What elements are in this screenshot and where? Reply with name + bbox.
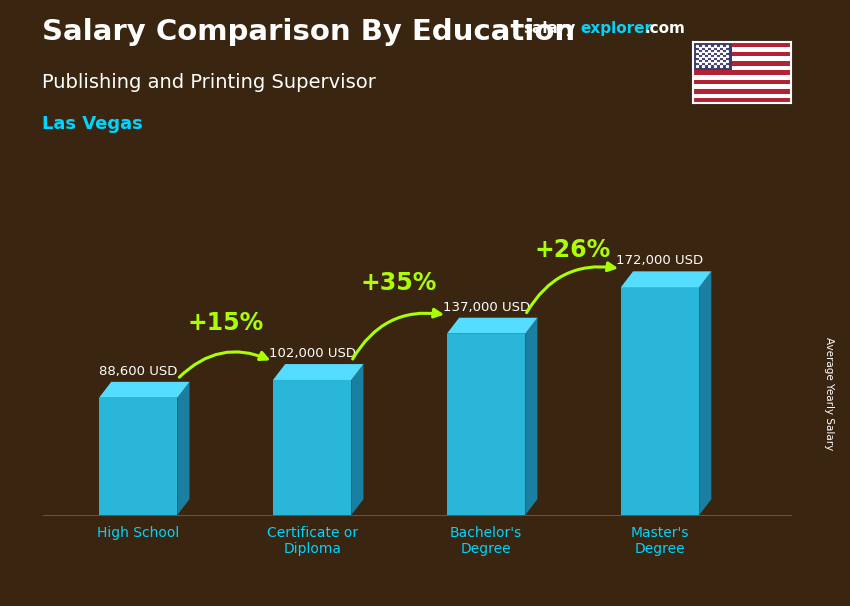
Polygon shape [178, 382, 190, 515]
Bar [447, 334, 525, 515]
Bar [693, 84, 791, 89]
Text: +26%: +26% [535, 238, 611, 262]
Bar [693, 65, 791, 70]
Text: Average Yearly Salary: Average Yearly Salary [824, 338, 834, 450]
Bar [693, 80, 791, 84]
FancyArrowPatch shape [527, 263, 615, 313]
Text: +15%: +15% [187, 311, 264, 335]
Polygon shape [447, 318, 537, 334]
Text: 137,000 USD: 137,000 USD [443, 301, 530, 314]
Polygon shape [620, 271, 711, 287]
Bar [693, 47, 791, 52]
Bar [693, 98, 791, 103]
Polygon shape [99, 382, 190, 398]
Bar [693, 52, 791, 56]
Bar [273, 380, 351, 515]
Text: salary: salary [523, 21, 575, 36]
Bar [693, 89, 791, 94]
FancyArrowPatch shape [179, 352, 267, 377]
Bar [620, 287, 700, 515]
Text: 172,000 USD: 172,000 USD [616, 255, 704, 267]
Text: 102,000 USD: 102,000 USD [269, 347, 355, 360]
Polygon shape [273, 364, 364, 380]
Text: Publishing and Printing Supervisor: Publishing and Printing Supervisor [42, 73, 377, 92]
Text: Salary Comparison By Education: Salary Comparison By Education [42, 18, 575, 46]
Bar [693, 70, 791, 75]
FancyArrowPatch shape [353, 309, 441, 359]
Bar [693, 42, 791, 47]
Bar [693, 56, 791, 61]
Polygon shape [700, 271, 711, 515]
Bar [693, 42, 732, 70]
Text: 88,600 USD: 88,600 USD [99, 365, 178, 378]
Bar [693, 61, 791, 65]
Bar [99, 398, 178, 515]
Text: explorer: explorer [581, 21, 653, 36]
Polygon shape [351, 364, 364, 515]
Text: +35%: +35% [361, 271, 437, 295]
Bar [693, 94, 791, 98]
Text: Las Vegas: Las Vegas [42, 115, 144, 133]
Text: .com: .com [644, 21, 685, 36]
Bar [693, 75, 791, 80]
Polygon shape [525, 318, 537, 515]
